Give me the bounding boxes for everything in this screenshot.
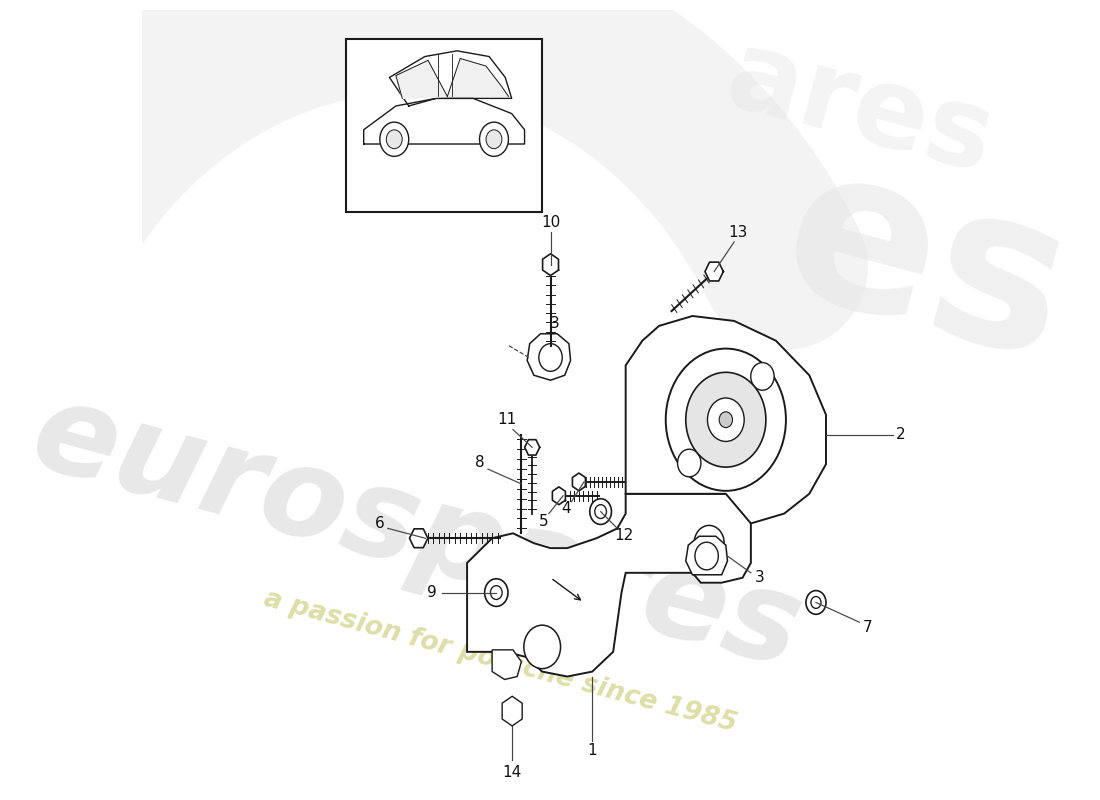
Polygon shape — [502, 696, 522, 726]
Polygon shape — [364, 98, 525, 144]
Text: 3: 3 — [550, 317, 560, 331]
Polygon shape — [705, 262, 724, 281]
Text: 8: 8 — [475, 454, 484, 470]
Polygon shape — [552, 487, 565, 505]
Text: 5: 5 — [539, 514, 549, 529]
Circle shape — [595, 505, 606, 518]
Text: 7: 7 — [862, 620, 872, 634]
Circle shape — [719, 412, 733, 428]
Polygon shape — [448, 58, 508, 97]
Polygon shape — [468, 494, 751, 677]
Text: 2: 2 — [896, 427, 906, 442]
Text: 14: 14 — [503, 765, 521, 780]
Text: 11: 11 — [497, 412, 517, 427]
Circle shape — [695, 542, 718, 570]
Polygon shape — [542, 254, 559, 275]
Text: 3: 3 — [755, 570, 764, 586]
Text: 1: 1 — [587, 743, 597, 758]
Polygon shape — [685, 536, 727, 574]
Circle shape — [694, 526, 724, 561]
Text: eurospares: eurospares — [20, 373, 814, 694]
Circle shape — [524, 625, 561, 669]
Text: a passion for porsche since 1985: a passion for porsche since 1985 — [261, 586, 740, 738]
Text: 4: 4 — [561, 501, 571, 516]
Polygon shape — [492, 650, 521, 679]
Text: 6: 6 — [375, 516, 384, 531]
Circle shape — [678, 449, 701, 477]
Text: ares: ares — [715, 22, 1004, 195]
Circle shape — [485, 578, 508, 606]
Circle shape — [750, 362, 774, 390]
Text: es: es — [762, 126, 1090, 406]
Circle shape — [590, 498, 612, 525]
Polygon shape — [525, 440, 540, 455]
Polygon shape — [409, 529, 428, 548]
Text: 9: 9 — [427, 585, 437, 600]
Text: 12: 12 — [615, 528, 634, 542]
Polygon shape — [626, 316, 826, 523]
Circle shape — [707, 398, 745, 442]
Circle shape — [480, 122, 508, 156]
Polygon shape — [572, 473, 585, 491]
Circle shape — [666, 349, 785, 491]
Circle shape — [486, 130, 502, 149]
Polygon shape — [527, 334, 571, 380]
Circle shape — [539, 344, 562, 371]
Bar — [346, 39, 542, 212]
Circle shape — [806, 590, 826, 614]
Polygon shape — [389, 51, 512, 106]
Polygon shape — [396, 60, 448, 98]
Circle shape — [379, 122, 409, 156]
Circle shape — [491, 586, 502, 599]
Text: 13: 13 — [728, 225, 748, 239]
Circle shape — [685, 372, 766, 467]
Circle shape — [386, 130, 403, 149]
Text: 10: 10 — [541, 214, 560, 230]
Circle shape — [811, 597, 821, 608]
